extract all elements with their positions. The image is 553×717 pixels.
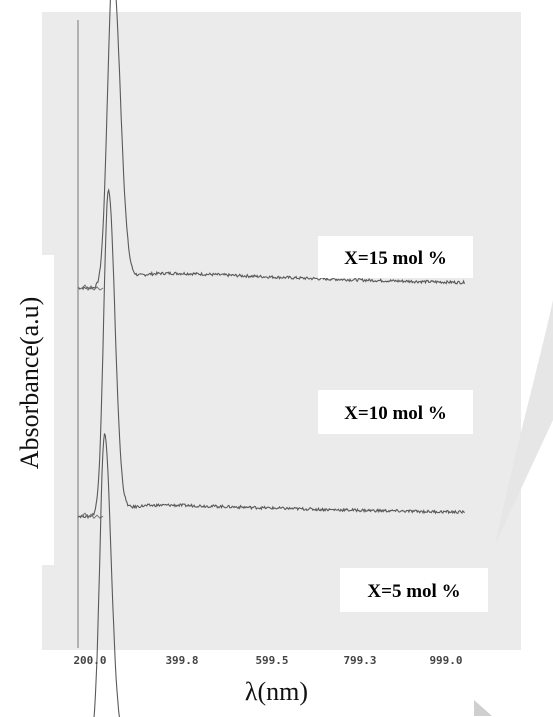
series-line-2 [77, 188, 465, 519]
annotation-label-3: X=5 mol % [367, 581, 460, 602]
x-tick-label: 799.3 [343, 654, 376, 667]
x-tick-label: 200.0 [73, 654, 106, 667]
series-start-noise-1 [81, 284, 104, 291]
annotation-label-2: X=10 mol % [344, 403, 447, 424]
plot-background [42, 12, 521, 650]
annotation-label-1: X=15 mol % [344, 248, 447, 269]
series-layer [77, 0, 465, 717]
series-line-1 [77, 0, 465, 291]
watermark-triangle [474, 700, 492, 716]
left-label-gap [42, 255, 54, 565]
x-tick-label: 599.5 [255, 654, 288, 667]
x-axis-label: λ(nm) [244, 677, 309, 706]
x-tick-label: 399.8 [165, 654, 198, 667]
tick-layer: 200.0 399.8 599.5 799.3 999.0 [73, 654, 462, 667]
annotation-box-3 [340, 568, 488, 612]
label-layer: X=15 mol % X=10 mol % X=5 mol % [318, 236, 488, 612]
x-tick-label: 999.0 [429, 654, 462, 667]
watermark-shape [495, 300, 553, 545]
annotation-box-2 [318, 390, 473, 434]
series-start-noise-2 [81, 512, 104, 520]
y-axis-label: Absorbance(a.u) [15, 296, 44, 470]
annotation-box-1 [318, 236, 473, 278]
